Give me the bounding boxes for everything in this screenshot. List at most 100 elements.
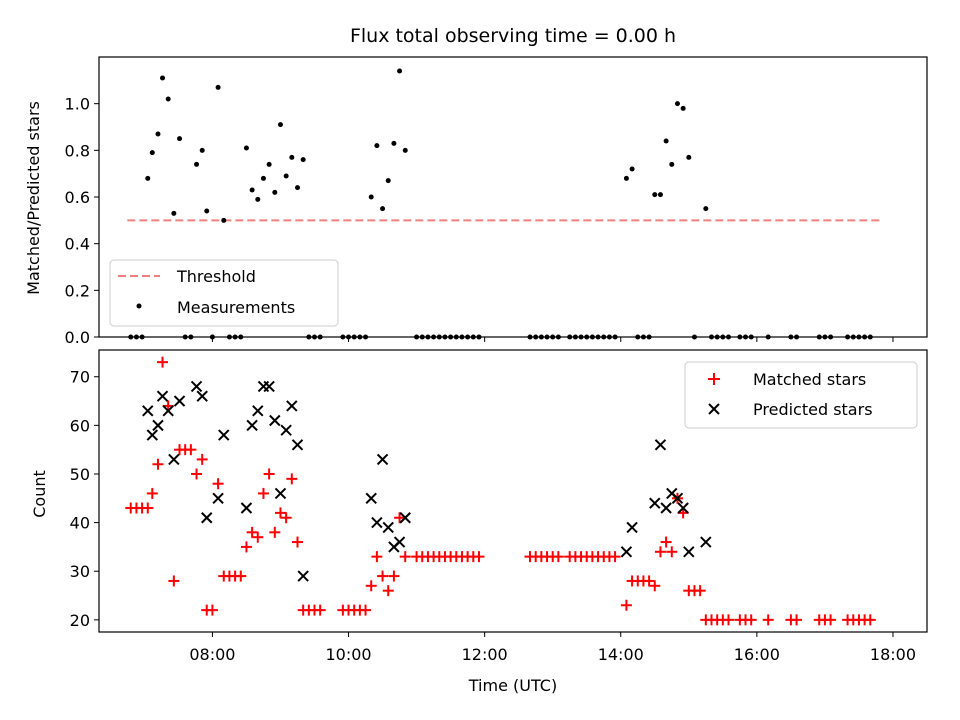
count-plot-area: 20 30 40 50 60 70 08:00 10:00 12:00 14:00 16:00 18:… [70, 349, 928, 664]
measurements-point [266, 161, 272, 167]
matched-stars-point [643, 575, 655, 587]
measurements-point [283, 173, 289, 179]
matched-stars-point [388, 570, 400, 582]
matched-stars-point [394, 512, 406, 524]
predicted-stars-point [252, 405, 264, 417]
matched-stars-point [660, 536, 672, 548]
measurements-point [171, 210, 177, 216]
measurements-point [255, 196, 261, 202]
predicted-stars-legend-label: Predicted stars [753, 400, 873, 419]
ratio-y-tick-label: 1.0 [65, 95, 90, 114]
predicted-stars-point [142, 405, 154, 417]
predicted-stars-point [196, 390, 208, 402]
matched-stars-point [365, 580, 377, 592]
matched-stars-point [157, 356, 169, 368]
matched-stars-point [864, 614, 876, 626]
measurements-point [629, 166, 635, 172]
ratio-y-tick-label: 0.6 [65, 188, 90, 207]
ratio-panel-title: Flux total observing time = 0.00 h [350, 25, 676, 47]
measurements-point [669, 161, 675, 167]
predicted-stars-point [371, 516, 383, 529]
measurements-point [674, 101, 680, 107]
matched-stars-legend-label: Matched stars [753, 370, 866, 389]
predicted-stars-point [246, 419, 258, 432]
matched-stars-point [745, 614, 757, 626]
matched-stars-point [252, 531, 264, 543]
measurements-legend-label: Measurements [177, 298, 295, 317]
ratio-panel: Flux total observing time = 0.00 h Match… [24, 25, 928, 347]
matched-stars-point [620, 599, 632, 611]
predicted-stars-point [297, 570, 309, 582]
matched-stars-point [473, 551, 485, 563]
measurements-point [663, 138, 669, 144]
matched-stars-point [762, 614, 774, 626]
measurements-legend-swatch [136, 303, 142, 309]
predicted-stars-point [168, 453, 180, 466]
count-legend-box [684, 361, 918, 429]
ratio-y-tick-label: 0.8 [65, 141, 90, 160]
measurements-point [289, 154, 295, 160]
count-axes-frame [98, 349, 928, 633]
matched-stars-point [791, 614, 803, 626]
matched-stars-point [142, 502, 154, 514]
predicted-stars-point [620, 546, 633, 558]
count-legend: Matched stars Predicted stars [684, 361, 918, 429]
matched-stars-point [235, 570, 247, 582]
matched-stars-point [723, 614, 735, 626]
matched-stars-point [609, 551, 621, 563]
measurements-point [686, 154, 692, 160]
measurements-point [391, 140, 397, 146]
matched-stars-point [191, 468, 203, 480]
count-x-tick-label: 18:00 [870, 645, 916, 664]
matched-stars-point [552, 551, 564, 563]
matched-stars-point [196, 453, 208, 465]
matched-stars-point [280, 512, 292, 524]
ratio-y-tick-label: 0.4 [65, 235, 90, 254]
predicted-stars-point [274, 487, 287, 500]
measurements-point [397, 68, 403, 74]
matched-stars-point [152, 458, 164, 470]
matched-stars-point [286, 473, 298, 485]
predicted-stars-point [649, 497, 661, 509]
measurements-point [703, 206, 709, 212]
count-x-tick-label: 14:00 [598, 645, 644, 664]
matched-stars-point [399, 551, 411, 563]
matched-stars-point [654, 546, 666, 558]
measurements-point [194, 161, 200, 167]
predicted-stars-point [399, 512, 411, 524]
measurements-point [623, 175, 629, 181]
predicted-stars-point [654, 439, 667, 451]
measurements-point [368, 194, 374, 200]
matched-stars-point [269, 526, 281, 538]
matched-stars-point [291, 536, 303, 548]
ratio-plot-area: 0.0 0.2 0.4 0.6 0.8 1.0 [65, 56, 928, 347]
predicted-stars-point [393, 536, 406, 548]
matched-stars-point [377, 570, 389, 582]
matched-stars-point [314, 604, 326, 616]
predicted-stars-point [263, 380, 275, 393]
measurements-point [215, 84, 221, 90]
predicted-stars-point [671, 492, 684, 505]
predicted-stars-point [201, 512, 213, 524]
ratio-y-tick-label: 0.2 [65, 281, 90, 300]
count-x-tick-label: 12:00 [462, 645, 508, 664]
predicted-stars-point [286, 400, 298, 412]
matched-stars-point [649, 580, 661, 592]
matched-stars-point [206, 604, 218, 616]
predicted-stars-point [173, 395, 186, 407]
ratio-panel-y-axis-label: Matched/Predicted stars [24, 101, 43, 295]
measurements-point [652, 192, 658, 198]
predicted-stars-legend-swatch [708, 403, 720, 415]
matched-stars-point [274, 507, 286, 519]
predicted-stars-point [677, 502, 689, 514]
count-y-tick-label: 30 [70, 562, 90, 581]
predicted-stars-point [146, 429, 159, 441]
matched-stars-point [371, 551, 383, 563]
matched-stars-point [257, 487, 269, 499]
ratio-legend-box [109, 259, 339, 327]
count-y-tick-label: 50 [70, 465, 90, 484]
matched-stars-point [240, 541, 252, 553]
measurements-point [249, 187, 255, 193]
matched-stars-legend-swatch [708, 373, 720, 385]
